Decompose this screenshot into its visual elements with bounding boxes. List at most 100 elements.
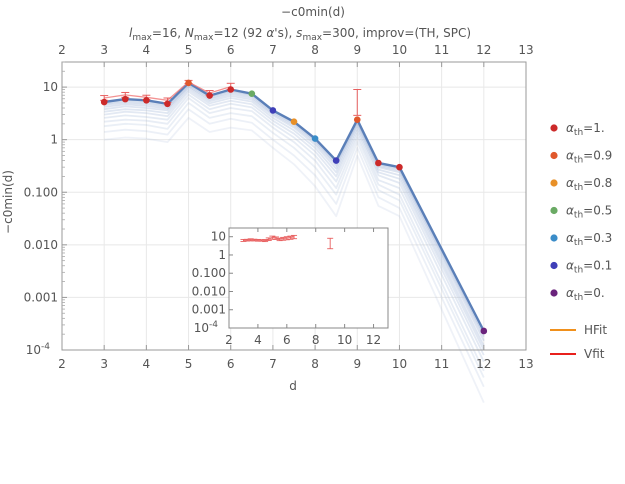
data-point	[121, 95, 129, 103]
x-tick-label-top: 2	[58, 43, 66, 57]
x-tick-label-top: 11	[434, 43, 449, 57]
x-tick-label: 8	[311, 357, 319, 371]
faded-alpha-curve	[104, 90, 485, 356]
y-tick-label: 0.100	[24, 185, 58, 199]
y-tick-base: 1	[50, 133, 58, 147]
title-l-sub: max	[132, 33, 152, 43]
inset-y-tick-base: 0.001	[192, 303, 226, 317]
legend-label: αth=1.	[566, 121, 605, 138]
alpha-curves-main	[104, 81, 485, 332]
x-tick-label-top: 12	[476, 43, 491, 57]
data-point	[290, 118, 298, 125]
data-point	[332, 157, 340, 164]
y-tick-label: 0.010	[24, 238, 58, 252]
data-point	[143, 97, 150, 104]
data-point	[248, 90, 256, 97]
legend-alpha: α	[566, 204, 574, 218]
legend-sub: th	[574, 238, 583, 248]
x-tick-label: 7	[269, 357, 277, 371]
data-point	[311, 135, 319, 142]
y-tick-base: 10	[43, 80, 58, 94]
data-point	[353, 116, 361, 123]
faded-alpha-curve	[104, 86, 485, 347]
inset-y-tick-exponent: -4	[209, 320, 218, 330]
legend-marker	[550, 234, 558, 242]
y-tick-label: 10	[43, 80, 58, 94]
data-point	[164, 100, 171, 108]
data-point	[375, 159, 382, 167]
data-point	[206, 92, 213, 99]
legend-marker	[550, 261, 558, 270]
inset-y-tick-label: 0.100	[192, 266, 226, 280]
x-tick-label: 3	[100, 357, 108, 371]
x-tick-label: 4	[143, 357, 151, 371]
x-tick-label-top: 13	[518, 43, 533, 57]
data-point	[227, 86, 235, 93]
axis-ticks: 223344556677889910101111121213131010.100…	[24, 43, 534, 371]
legend-marker	[550, 151, 558, 160]
legend-alpha: α	[566, 176, 574, 190]
title-alpha: α	[266, 26, 274, 40]
x-tick-label-top: 9	[353, 43, 361, 57]
legend: αth=1.αth=0.9αth=0.8αth=0.5αth=0.3αth=0.…	[550, 121, 612, 361]
x-tick-label: 11	[434, 357, 449, 371]
inset-y-tick-label: 10-4	[194, 320, 219, 335]
main-alpha-curve	[104, 81, 485, 332]
legend-value: =0.3	[583, 231, 612, 245]
data-point	[100, 98, 108, 106]
faded-alpha-curve	[104, 108, 485, 388]
legend-sub: th	[574, 293, 583, 303]
legend-value: =0.5	[583, 204, 612, 218]
data-point	[269, 107, 277, 114]
x-tick-label-top: 8	[311, 43, 319, 57]
legend-marker	[550, 206, 558, 215]
inset-x-tick-label: 12	[366, 333, 381, 347]
inset-y-tick-base: 10	[211, 230, 226, 244]
legend-sub: th	[574, 156, 583, 166]
title-s: s	[296, 26, 302, 40]
x-tick-label-top: 7	[269, 43, 277, 57]
legend-alpha: α	[566, 149, 574, 163]
legend-alpha: α	[566, 231, 574, 245]
y-tick-base: 10	[26, 343, 41, 357]
title-l-val: =16,	[152, 26, 185, 40]
legend-label: αth=0.	[566, 286, 605, 303]
legend-line-label: HFit	[584, 323, 607, 337]
legend-label: αth=0.5	[566, 204, 612, 221]
inset-y-tick-base: 0.010	[192, 284, 226, 298]
inset-y-tick-base: 1	[218, 248, 226, 262]
x-tick-label: 13	[518, 357, 533, 371]
title-s-val: =300, improv=(TH, SPC)	[322, 26, 471, 40]
legend-value: =0.1	[583, 259, 612, 273]
legend-sub: th	[574, 183, 583, 193]
faded-alpha-curve	[104, 97, 485, 372]
legend-marker	[550, 124, 558, 132]
x-tick-label: 5	[185, 357, 193, 371]
inset-y-tick-base: 0.100	[192, 266, 226, 280]
title-n-val: =12 (92	[213, 26, 266, 40]
inset-x-tick-label: 10	[337, 333, 352, 347]
inset-y-tick-base: 10	[194, 321, 209, 335]
y-tick-base: 0.001	[24, 290, 58, 304]
y-tick-label: 10-4	[26, 342, 51, 357]
faded-alpha-curve	[104, 85, 485, 342]
y-axis-label: −c0min(d)	[1, 170, 15, 234]
legend-alpha: α	[566, 121, 574, 135]
inset-x-tick-label: 8	[312, 333, 320, 347]
title-l: l	[129, 26, 133, 40]
data-point	[185, 79, 192, 87]
title-n: N	[185, 26, 194, 40]
legend-label: αth=0.8	[566, 176, 612, 193]
chart-top-label: −c0min(d)	[281, 5, 345, 19]
x-tick-label-top: 5	[185, 43, 193, 57]
x-tick-label: 9	[353, 357, 361, 371]
legend-alpha: α	[566, 259, 574, 273]
data-point	[480, 327, 488, 335]
legend-alpha: α	[566, 286, 574, 300]
y-tick-base: 0.100	[24, 185, 58, 199]
x-tick-label-top: 10	[392, 43, 407, 57]
legend-value: =1.	[583, 121, 605, 135]
x-tick-label-top: 3	[100, 43, 108, 57]
